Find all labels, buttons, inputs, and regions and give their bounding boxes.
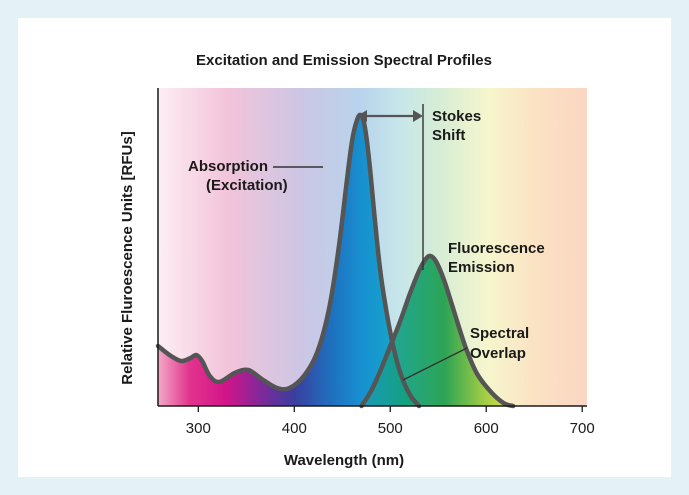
absorption-area [158,114,419,407]
stokes-label-line1: Stokes [432,108,481,125]
emission-curve [359,253,516,409]
x-axis-label: Wavelength (nm) [284,452,404,469]
stokes-arrow-left-head [357,110,367,122]
x-tick-label: 600 [474,420,499,437]
x-tick-label: 700 [570,420,595,437]
spectral-profile-chart: 300 400 500 600 700 Excitation and Emission … [119,52,595,469]
stokes-label-line2: Shift [432,127,465,144]
emission-label-line1: Fluorescence [448,240,545,257]
overlap-leader-line [402,347,468,381]
x-tick-label: 500 [378,420,403,437]
stokes-arrow-right-head [413,110,423,122]
x-tick-label: 300 [186,420,211,437]
x-tick-label: 400 [282,420,307,437]
absorption-label-line1: Absorption [188,158,268,175]
overlap-label-line2: Overlap [470,345,526,362]
overlap-label-line1: Spectral [470,325,529,342]
absorption-curve [155,112,422,409]
chart-title: Excitation and Emission Spectral Profile… [196,52,492,69]
annotations: Absorption (Excitation) Stokes Shift Flu… [188,104,545,381]
figure-card: 300 400 500 600 700 Excitation and Emission … [18,18,671,477]
absorption-label-line2: (Excitation) [206,177,288,194]
y-axis-label: Relative Fluroescence Units [RFUs] [119,131,136,384]
emission-label-line2: Emission [448,259,515,276]
